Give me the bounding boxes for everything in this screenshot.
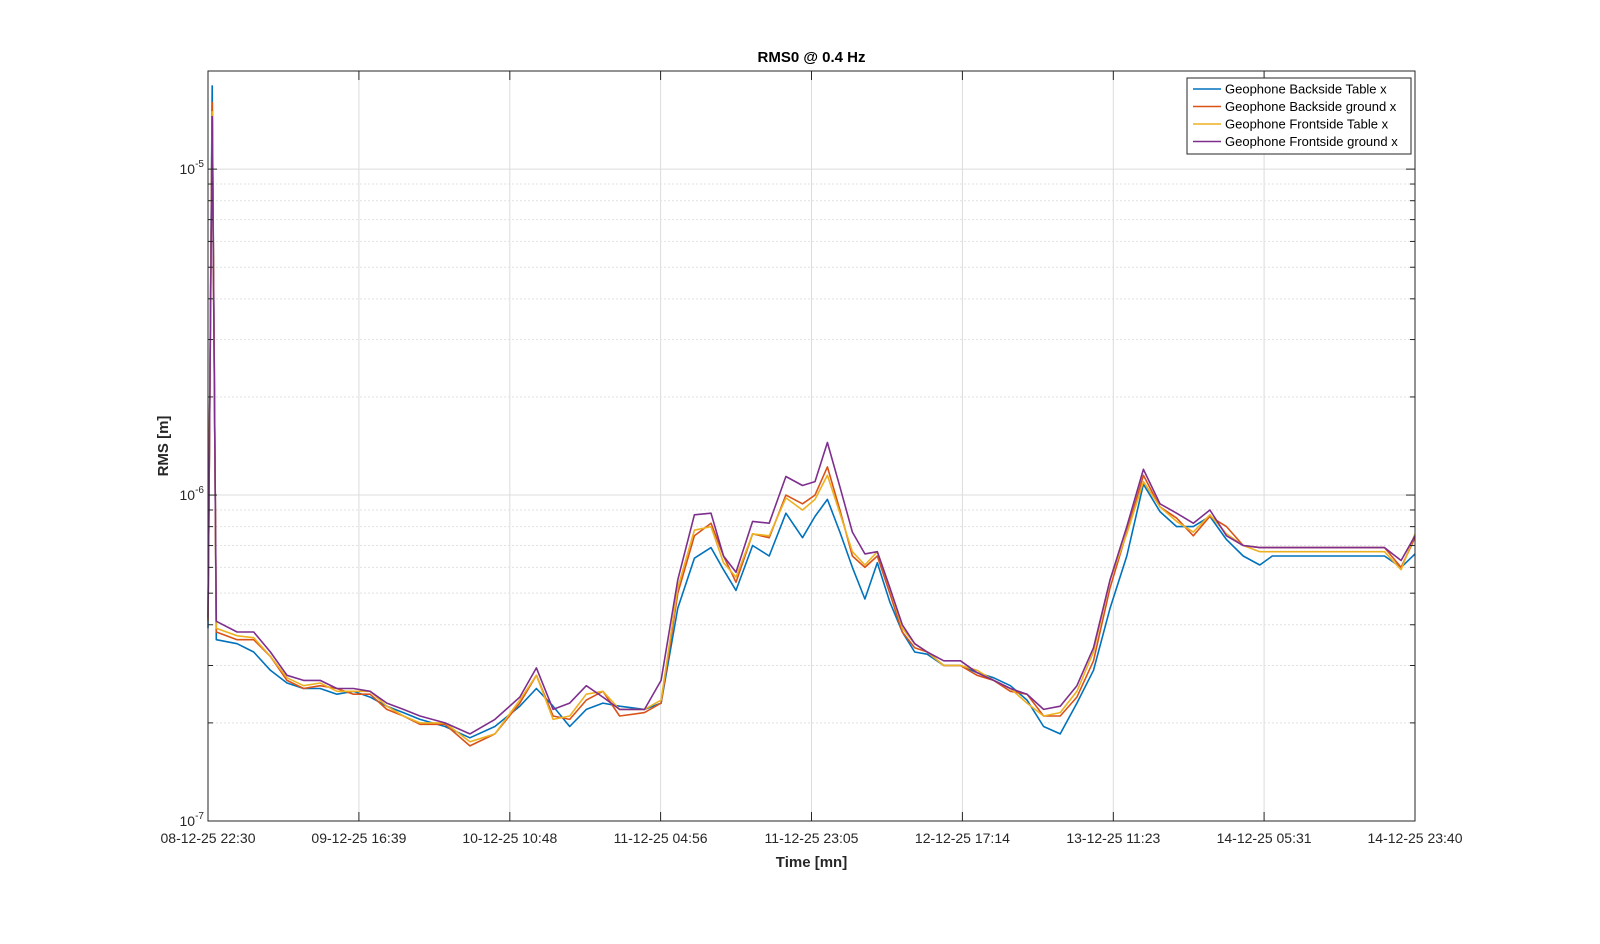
legend-label: Geophone Backside ground x bbox=[1225, 99, 1397, 114]
legend: Geophone Backside Table x Geophone Backsi… bbox=[1186, 77, 1412, 155]
x-tick-label: 08-12-25 22:30 bbox=[161, 830, 256, 846]
x-tick-label: 09-12-25 16:39 bbox=[311, 830, 406, 846]
series-group bbox=[207, 85, 1416, 747]
x-tick-label: 14-12-25 05:31 bbox=[1217, 830, 1312, 846]
y-axis-label: RMS [m] bbox=[155, 416, 172, 477]
legend-label: Geophone Backside Table x bbox=[1225, 82, 1387, 97]
x-tick-label: 12-12-25 17:14 bbox=[915, 830, 1010, 846]
legend-box bbox=[1186, 77, 1412, 155]
y-tick-label: 10-7 bbox=[180, 811, 205, 829]
series-line bbox=[207, 115, 1416, 735]
y-tick-label: 10-5 bbox=[180, 159, 205, 177]
ticks: 08-12-25 22:30 09-12-25 16:39 10-12-25 10:… bbox=[161, 70, 1463, 846]
series-line bbox=[207, 85, 1416, 739]
legend-label: Geophone Frontside Table x bbox=[1225, 117, 1389, 132]
x-tick-label: 11-12-25 23:05 bbox=[765, 830, 859, 846]
legend-label: Geophone Frontside ground x bbox=[1225, 134, 1398, 149]
x-tick-label: 11-12-25 04:56 bbox=[614, 830, 708, 846]
x-tick-label: 14-12-25 23:40 bbox=[1368, 830, 1463, 846]
x-tick-label: 10-12-25 10:48 bbox=[462, 830, 557, 846]
chart-title: RMS0 @ 0.4 Hz bbox=[758, 49, 866, 66]
x-tick-label: 13-12-25 11:23 bbox=[1066, 830, 1160, 846]
x-axis-label: Time [mn] bbox=[776, 854, 847, 871]
y-tick-label: 10-6 bbox=[180, 485, 205, 503]
